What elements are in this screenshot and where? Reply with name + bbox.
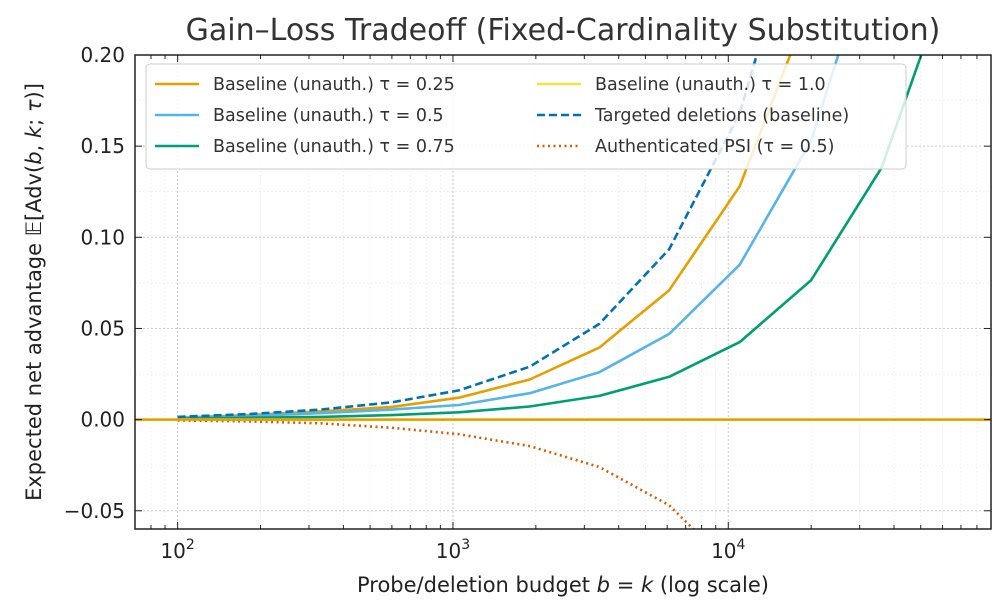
y-tick-label: 0.00: [80, 408, 125, 432]
x-tick-label: 103: [436, 537, 470, 563]
x-axis-label: Probe/deletion budget b = k (log scale): [357, 573, 769, 597]
legend: Baseline (unauth.) τ = 0.25 Baseline (una…: [145, 63, 907, 170]
legend-label-5: Authenticated PSI (τ = 0.5): [595, 137, 834, 157]
y-tick-label: 0.15: [80, 134, 125, 158]
x-tick-label: 104: [711, 537, 745, 563]
legend-label-0: Baseline (unauth.) τ = 0.25: [213, 75, 455, 95]
chart-title: Gain–Loss Tradeoff (Fixed-Cardinality Su…: [186, 13, 941, 48]
x-tick-label: 102: [160, 537, 194, 563]
legend-label-1: Baseline (unauth.) τ = 0.5: [213, 106, 444, 126]
series-line-5: [177, 419, 696, 529]
series-line-1: [177, 55, 840, 420]
y-axis-label: Expected net advantage 𝔼[Adv(b, k; τ)]: [22, 83, 46, 501]
y-tick-label: 0.20: [80, 43, 125, 67]
y-tick-label: 0.10: [80, 225, 125, 249]
series-line-0: [177, 55, 792, 420]
y-tick-label: −0.05: [64, 499, 125, 523]
legend-box: [145, 63, 907, 170]
series-line-2: [177, 55, 923, 420]
plot-frame: [134, 54, 992, 530]
legend-label-3: Baseline (unauth.) τ = 1.0: [595, 75, 826, 95]
series-line-4: [177, 55, 759, 419]
legend-label-2: Baseline (unauth.) τ = 0.75: [213, 137, 455, 157]
y-tick-label: 0.05: [80, 316, 125, 340]
legend-label-4: Targeted deletions (baseline): [594, 106, 849, 126]
